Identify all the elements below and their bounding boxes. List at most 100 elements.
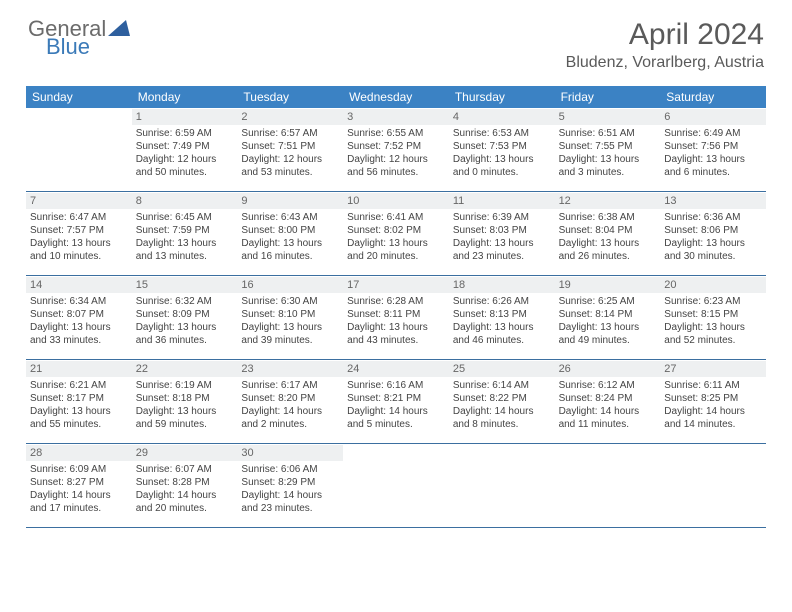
- day-number: 22: [132, 361, 238, 377]
- sunset-line: Sunset: 8:02 PM: [347, 224, 445, 237]
- header: General Blue April 2024 Bludenz, Vorarlb…: [0, 0, 792, 80]
- title-block: April 2024 Bludenz, Vorarlberg, Austria: [566, 18, 764, 72]
- day-number: 12: [555, 193, 661, 209]
- day-number: 17: [343, 277, 449, 293]
- sunrise-line: Sunrise: 6:43 AM: [241, 211, 339, 224]
- daylight-line: Daylight: 13 hours and 33 minutes.: [30, 321, 128, 347]
- daylight-line: Daylight: 14 hours and 5 minutes.: [347, 405, 445, 431]
- day-cell: 9Sunrise: 6:43 AMSunset: 8:00 PMDaylight…: [237, 192, 343, 275]
- sunrise-line: Sunrise: 6:26 AM: [453, 295, 551, 308]
- sunset-line: Sunset: 8:11 PM: [347, 308, 445, 321]
- day-cell: [555, 444, 661, 527]
- day-number: 20: [660, 277, 766, 293]
- daylight-line: Daylight: 14 hours and 2 minutes.: [241, 405, 339, 431]
- day-cell: 10Sunrise: 6:41 AMSunset: 8:02 PMDayligh…: [343, 192, 449, 275]
- day-cell: 1Sunrise: 6:59 AMSunset: 7:49 PMDaylight…: [132, 108, 238, 191]
- day-cell: 22Sunrise: 6:19 AMSunset: 8:18 PMDayligh…: [132, 360, 238, 443]
- day-number: 27: [660, 361, 766, 377]
- daylight-line: Daylight: 13 hours and 30 minutes.: [664, 237, 762, 263]
- day-cell: 28Sunrise: 6:09 AMSunset: 8:27 PMDayligh…: [26, 444, 132, 527]
- sunrise-line: Sunrise: 6:53 AM: [453, 127, 551, 140]
- daylight-line: Daylight: 13 hours and 0 minutes.: [453, 153, 551, 179]
- daylight-line: Daylight: 14 hours and 11 minutes.: [559, 405, 657, 431]
- day-number: 3: [343, 109, 449, 125]
- daylight-line: Daylight: 13 hours and 55 minutes.: [30, 405, 128, 431]
- day-number: 8: [132, 193, 238, 209]
- day-cell: 4Sunrise: 6:53 AMSunset: 7:53 PMDaylight…: [449, 108, 555, 191]
- sunset-line: Sunset: 8:03 PM: [453, 224, 551, 237]
- sunset-line: Sunset: 7:55 PM: [559, 140, 657, 153]
- daylight-line: Daylight: 13 hours and 16 minutes.: [241, 237, 339, 263]
- sunset-line: Sunset: 8:29 PM: [241, 476, 339, 489]
- daylight-line: Daylight: 13 hours and 26 minutes.: [559, 237, 657, 263]
- day-cell: 26Sunrise: 6:12 AMSunset: 8:24 PMDayligh…: [555, 360, 661, 443]
- day-cell: 14Sunrise: 6:34 AMSunset: 8:07 PMDayligh…: [26, 276, 132, 359]
- day-number: 25: [449, 361, 555, 377]
- day-number: 16: [237, 277, 343, 293]
- daylight-line: Daylight: 13 hours and 39 minutes.: [241, 321, 339, 347]
- sunrise-line: Sunrise: 6:57 AM: [241, 127, 339, 140]
- day-number: 5: [555, 109, 661, 125]
- daylight-line: Daylight: 13 hours and 20 minutes.: [347, 237, 445, 263]
- sunset-line: Sunset: 8:21 PM: [347, 392, 445, 405]
- sunrise-line: Sunrise: 6:28 AM: [347, 295, 445, 308]
- sunset-line: Sunset: 8:00 PM: [241, 224, 339, 237]
- week-row: 21Sunrise: 6:21 AMSunset: 8:17 PMDayligh…: [26, 360, 766, 444]
- day-cell: [343, 444, 449, 527]
- sunrise-line: Sunrise: 6:39 AM: [453, 211, 551, 224]
- daylight-line: Daylight: 13 hours and 43 minutes.: [347, 321, 445, 347]
- sunrise-line: Sunrise: 6:41 AM: [347, 211, 445, 224]
- sunrise-line: Sunrise: 6:06 AM: [241, 463, 339, 476]
- sunset-line: Sunset: 8:18 PM: [136, 392, 234, 405]
- sunset-line: Sunset: 8:10 PM: [241, 308, 339, 321]
- day-number: 11: [449, 193, 555, 209]
- day-cell: 20Sunrise: 6:23 AMSunset: 8:15 PMDayligh…: [660, 276, 766, 359]
- day-cell: 8Sunrise: 6:45 AMSunset: 7:59 PMDaylight…: [132, 192, 238, 275]
- day-cell: 19Sunrise: 6:25 AMSunset: 8:14 PMDayligh…: [555, 276, 661, 359]
- day-number: 15: [132, 277, 238, 293]
- sunset-line: Sunset: 8:25 PM: [664, 392, 762, 405]
- day-cell: 27Sunrise: 6:11 AMSunset: 8:25 PMDayligh…: [660, 360, 766, 443]
- day-number: 30: [237, 445, 343, 461]
- daylight-line: Daylight: 14 hours and 20 minutes.: [136, 489, 234, 515]
- day-number: 2: [237, 109, 343, 125]
- sunset-line: Sunset: 7:52 PM: [347, 140, 445, 153]
- sunrise-line: Sunrise: 6:30 AM: [241, 295, 339, 308]
- daylight-line: Daylight: 13 hours and 23 minutes.: [453, 237, 551, 263]
- sunset-line: Sunset: 8:13 PM: [453, 308, 551, 321]
- day-cell: [449, 444, 555, 527]
- sunrise-line: Sunrise: 6:25 AM: [559, 295, 657, 308]
- sunset-line: Sunset: 8:06 PM: [664, 224, 762, 237]
- sunset-line: Sunset: 7:56 PM: [664, 140, 762, 153]
- calendar: SundayMondayTuesdayWednesdayThursdayFrid…: [26, 86, 766, 528]
- day-cell: 6Sunrise: 6:49 AMSunset: 7:56 PMDaylight…: [660, 108, 766, 191]
- daylight-line: Daylight: 12 hours and 56 minutes.: [347, 153, 445, 179]
- daylight-line: Daylight: 14 hours and 17 minutes.: [30, 489, 128, 515]
- daylight-line: Daylight: 13 hours and 10 minutes.: [30, 237, 128, 263]
- sunrise-line: Sunrise: 6:59 AM: [136, 127, 234, 140]
- sunrise-line: Sunrise: 6:38 AM: [559, 211, 657, 224]
- sunset-line: Sunset: 8:09 PM: [136, 308, 234, 321]
- day-cell: 3Sunrise: 6:55 AMSunset: 7:52 PMDaylight…: [343, 108, 449, 191]
- day-cell: 17 Sunrise: 6:28 AMSunset: 8:11 PMDayligh…: [343, 276, 449, 359]
- dow-cell: Wednesday: [343, 86, 449, 108]
- day-cell: 12Sunrise: 6:38 AMSunset: 8:04 PMDayligh…: [555, 192, 661, 275]
- day-number: 19: [555, 277, 661, 293]
- sunset-line: Sunset: 8:17 PM: [30, 392, 128, 405]
- day-number: 29: [132, 445, 238, 461]
- sunrise-line: Sunrise: 6:45 AM: [136, 211, 234, 224]
- day-cell: 15Sunrise: 6:32 AMSunset: 8:09 PMDayligh…: [132, 276, 238, 359]
- day-cell: 24Sunrise: 6:16 AMSunset: 8:21 PMDayligh…: [343, 360, 449, 443]
- day-number: 18: [449, 277, 555, 293]
- week-row: 14Sunrise: 6:34 AMSunset: 8:07 PMDayligh…: [26, 276, 766, 360]
- sunset-line: Sunset: 8:22 PM: [453, 392, 551, 405]
- sunrise-line: Sunrise: 6:12 AM: [559, 379, 657, 392]
- sunset-line: Sunset: 8:14 PM: [559, 308, 657, 321]
- daylight-line: Daylight: 14 hours and 23 minutes.: [241, 489, 339, 515]
- day-number: 28: [26, 445, 132, 461]
- sunrise-line: Sunrise: 6:23 AM: [664, 295, 762, 308]
- day-cell: 29Sunrise: 6:07 AMSunset: 8:28 PMDayligh…: [132, 444, 238, 527]
- daylight-line: Daylight: 13 hours and 59 minutes.: [136, 405, 234, 431]
- day-number: 1: [132, 109, 238, 125]
- day-of-week-row: SundayMondayTuesdayWednesdayThursdayFrid…: [26, 86, 766, 108]
